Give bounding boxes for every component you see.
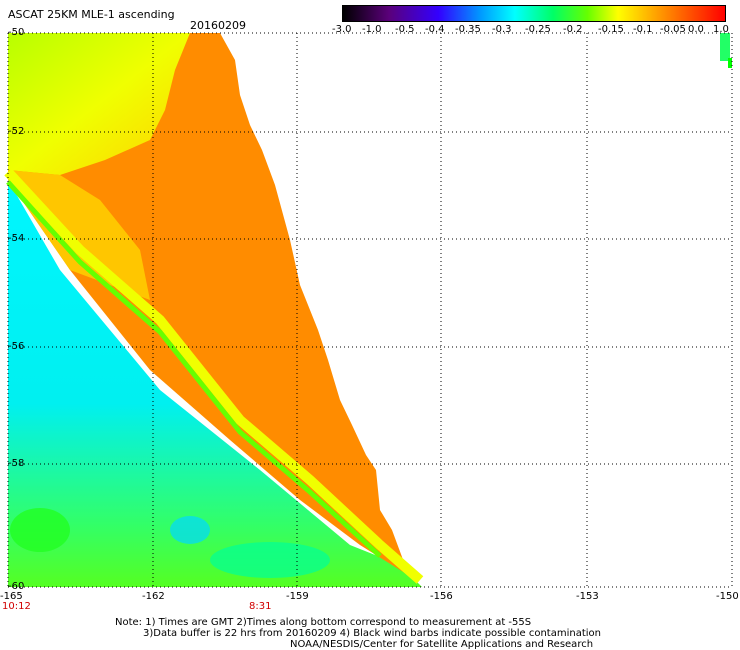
colorbar-label: -0.35	[455, 24, 481, 35]
yellow-transition-band	[4, 168, 424, 584]
colorbar-label: -1.0	[362, 24, 382, 35]
lon-label: -165	[0, 591, 23, 602]
lat-label: -50	[8, 27, 25, 38]
cyan-patch	[170, 516, 210, 544]
lat-label: -60	[8, 581, 25, 592]
note-line: Note: 1) Times are GMT 2)Times along bot…	[115, 617, 532, 628]
yellow-corner-region	[8, 33, 190, 175]
time-label: 8:31	[249, 601, 272, 612]
lat-label: -52	[8, 126, 25, 137]
colorbar-label: -0.1	[633, 24, 653, 35]
green-patch	[10, 508, 70, 552]
time-label: 10:12	[2, 601, 31, 612]
lat-label: -54	[8, 233, 25, 244]
colorbar-label: -0.4	[425, 24, 445, 35]
colorbar	[342, 5, 726, 22]
lat-label: -56	[8, 341, 25, 352]
colorbar-label: -0.15	[598, 24, 624, 35]
grid-lines	[7, 32, 733, 588]
lon-label: -156	[430, 591, 453, 602]
colorbar-label: 1.0	[713, 24, 729, 35]
colorbar-label: -3.0	[332, 24, 352, 35]
top-right-patch	[728, 58, 732, 68]
lat-label: -58	[8, 458, 25, 469]
ocean-cyan-region	[8, 180, 422, 587]
colorbar-label: -0.25	[525, 24, 551, 35]
top-right-patch	[720, 33, 730, 61]
colorbar-label: -0.5	[395, 24, 415, 35]
green-patch	[210, 542, 330, 578]
orange-swath	[8, 33, 408, 575]
lon-label: -150	[716, 591, 739, 602]
yellow-band	[8, 170, 150, 300]
lon-label: -153	[576, 591, 599, 602]
note-line: 3)Data buffer is 22 hrs from 20160209 4)…	[143, 628, 601, 639]
note-line: NOAA/NESDIS/Center for Satellite Applica…	[290, 639, 594, 650]
colorbar-label: -0.05	[660, 24, 686, 35]
colorbar-label: -0.2	[563, 24, 583, 35]
colorbar-label: 0.0	[688, 24, 704, 35]
colorbar-label: -0.3	[492, 24, 512, 35]
green-transition-band	[6, 180, 382, 558]
map-title: ASCAT 25KM MLE-1 ascending	[8, 8, 175, 21]
map-date: 20160209	[190, 19, 246, 32]
lon-label: -159	[286, 591, 309, 602]
lon-label: -162	[142, 591, 165, 602]
